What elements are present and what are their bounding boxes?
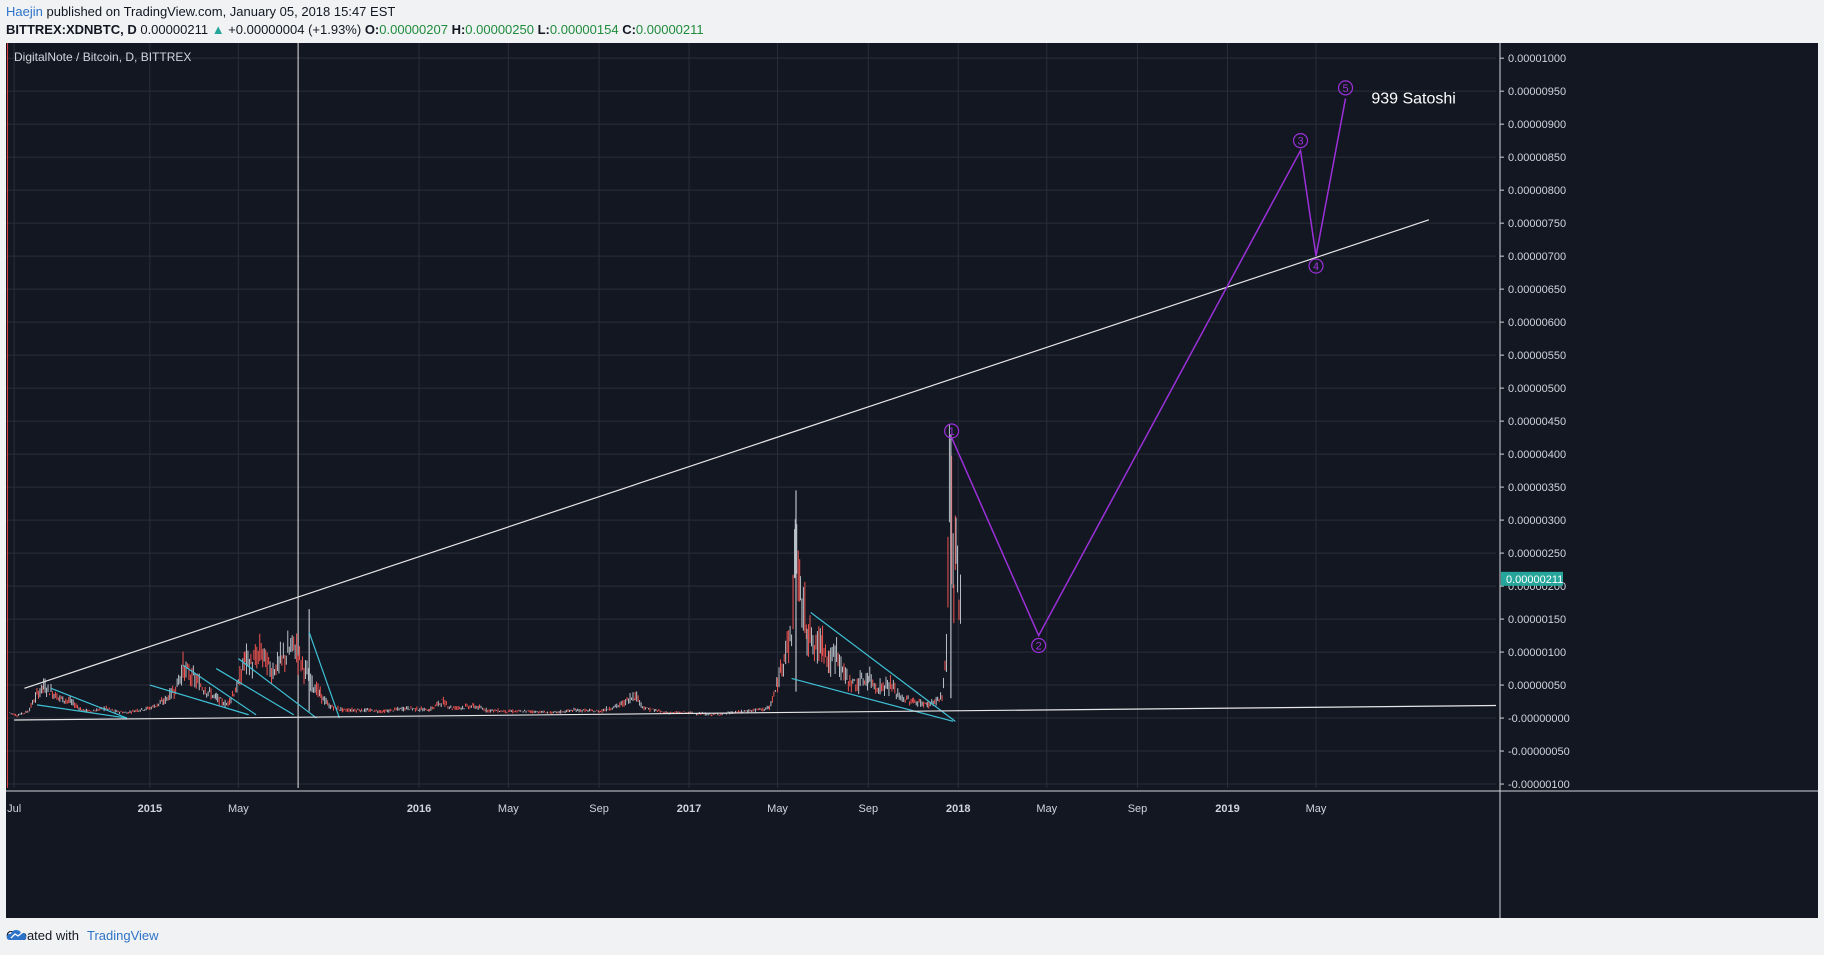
y-tick-label: -0.00000000: [1508, 713, 1570, 725]
wedge-line[interactable]: [237, 658, 317, 719]
wave-label-circle[interactable]: [1337, 80, 1354, 96]
author-link[interactable]: Haejin: [6, 4, 43, 19]
open-value: 0.00000207: [379, 22, 448, 37]
wave-label-circle[interactable]: [1031, 637, 1047, 654]
wedge-line[interactable]: [182, 664, 257, 716]
wave-label-circle[interactable]: [1308, 258, 1324, 274]
wedge-line[interactable]: [810, 611, 956, 722]
tradingview-brand: TradingView: [86, 928, 159, 943]
x-tick-label: May: [498, 803, 519, 815]
y-tick-label: 0.00000750: [1508, 218, 1566, 230]
wedge-line[interactable]: [215, 668, 294, 716]
x-tick-label: Sep: [589, 803, 609, 815]
y-tick-label: 0.00000450: [1508, 416, 1566, 428]
x-tick-label: 2018: [946, 803, 970, 815]
wedge-line[interactable]: [50, 687, 128, 719]
y-tick-label: 0.00000650: [1508, 284, 1566, 296]
x-tick-label: Sep: [858, 803, 878, 815]
wedge-line[interactable]: [791, 677, 954, 722]
trendline[interactable]: [14, 704, 1497, 721]
y-tick-label: 0.00000850: [1508, 152, 1566, 164]
y-tick-label: 0.00000600: [1508, 317, 1566, 329]
symbol-name: BITTREX:XDNBTC, D: [6, 22, 137, 37]
x-tick-label: May: [767, 803, 788, 815]
x-tick-label: May: [1036, 803, 1057, 815]
last-price-label: 0.00000211: [1506, 574, 1563, 586]
x-tick-label: Jul: [7, 803, 21, 815]
close-label: C:: [622, 22, 636, 37]
y-tick-label: 0.00000300: [1508, 515, 1566, 527]
tradingview-cloud-icon: [6, 930, 27, 940]
chart-title: DigitalNote / Bitcoin, D, BITTREX: [14, 50, 191, 64]
y-tick-label: 0.00000550: [1508, 350, 1566, 362]
x-tick-label: 2016: [407, 803, 431, 815]
wedge-line[interactable]: [308, 632, 340, 719]
wave-label: 5: [1342, 83, 1348, 95]
y-tick-label: 0.00001000: [1508, 53, 1566, 65]
high-label: H:: [451, 22, 466, 37]
y-tick-label: 0.00000900: [1508, 119, 1566, 131]
chart-panel[interactable]: 0.00001000 0.00000950 0.00000900 0.00000850…: [6, 43, 1818, 918]
x-tick-label: Sep: [1128, 803, 1148, 815]
y-tick-label: 0.00000350: [1508, 482, 1566, 494]
y-tick-label: 0.00000950: [1508, 86, 1566, 98]
close-value: 0.00000211: [635, 22, 704, 37]
x-tick-label: 2019: [1215, 803, 1239, 815]
price-chart[interactable]: 0.00001000 0.00000950 0.00000900 0.00000850…: [6, 43, 1818, 918]
wave-label: 1: [949, 426, 955, 438]
high-value: 0.00000250: [465, 22, 534, 37]
y-tick-label: 0.00000500: [1508, 383, 1566, 395]
y-tick-label: 0.00000800: [1508, 185, 1566, 197]
low-value: 0.00000154: [549, 22, 619, 37]
wave-label-circle[interactable]: [944, 423, 960, 439]
y-tick-label: 0.00000700: [1508, 251, 1566, 263]
target-annotation: 939 Satoshi: [1371, 90, 1456, 107]
x-tick-label: 2017: [677, 803, 701, 815]
wave-label-circle[interactable]: [1292, 133, 1309, 149]
y-tick-label: 0.00000150: [1508, 614, 1566, 626]
last-price: 0.00000211: [140, 22, 209, 37]
y-tick-label: 0.00000400: [1508, 449, 1566, 461]
tradingview-link[interactable]: TradingView: [6, 928, 159, 943]
trendline[interactable]: [24, 219, 1430, 689]
publisher-line: Haejin published on TradingView.com, Jan…: [6, 3, 395, 21]
wedge-line[interactable]: [36, 704, 128, 719]
y-tick-label: 0.00000050: [1508, 680, 1566, 692]
price-change: +0.00000004 (+1.93%): [228, 22, 362, 37]
last-price-badge: [1501, 571, 1563, 586]
wave-label: 4: [1313, 261, 1319, 273]
y-tick-label: 0.00000250: [1508, 548, 1566, 560]
y-tick-label: 0.00000100: [1508, 647, 1566, 659]
footer: Created with TradingView: [6, 928, 159, 943]
published-text: published on TradingView.com, January 05…: [46, 4, 396, 19]
symbol-line: BITTREX:XDNBTC, D 0.00000211 ▲ +0.000000…: [6, 21, 704, 39]
y-tick-label: -0.00000050: [1508, 746, 1570, 758]
wedge-line[interactable]: [149, 684, 249, 716]
y-tick-label: -0.00000100: [1508, 779, 1570, 791]
elliott-wave-path[interactable]: [950, 98, 1347, 638]
x-tick-label: 2015: [138, 803, 162, 815]
up-arrow-icon: ▲: [211, 22, 225, 37]
wave-label: 2: [1036, 640, 1042, 652]
low-label: L:: [537, 22, 550, 37]
x-tick-label: May: [228, 803, 249, 815]
open-label: O:: [364, 22, 380, 37]
wave-label: 3: [1297, 136, 1303, 148]
x-tick-label: May: [1306, 803, 1327, 815]
